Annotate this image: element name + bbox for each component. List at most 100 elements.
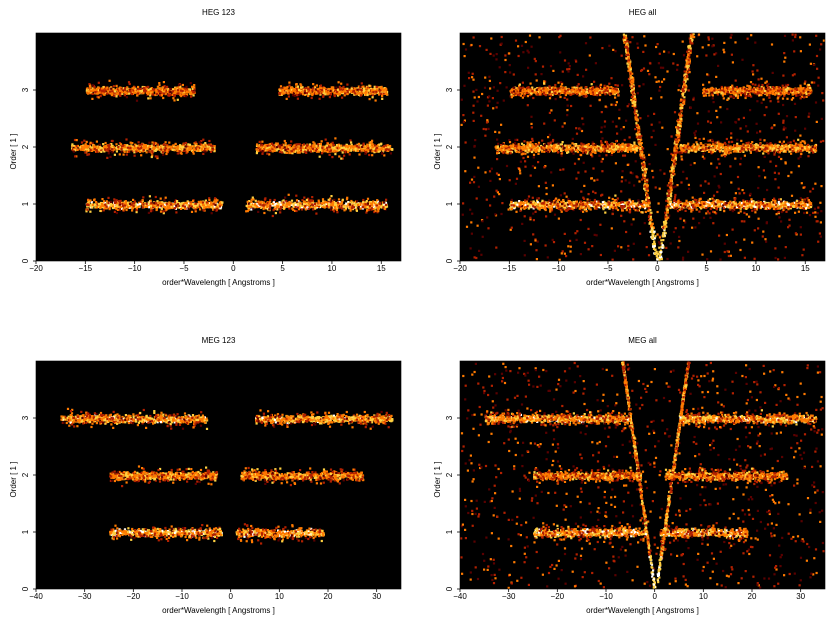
heat-cell	[101, 203, 104, 206]
heat-cell	[484, 171, 487, 174]
heat-cell	[88, 91, 91, 94]
heat-cell	[496, 89, 499, 92]
heat-cell	[108, 206, 111, 209]
heat-cell	[375, 204, 378, 207]
heat-cell	[370, 90, 373, 93]
heat-cell	[177, 152, 180, 155]
heat-cell	[165, 208, 168, 211]
heat-cell	[90, 149, 94, 152]
heat-cell	[364, 93, 367, 96]
heat-cell	[324, 148, 327, 151]
heat-cell	[138, 89, 141, 92]
heat-cell	[104, 86, 107, 89]
heat-cell	[106, 156, 109, 159]
heat-cell	[566, 114, 569, 117]
heat-cell	[566, 104, 569, 107]
heat-cell	[495, 189, 498, 192]
heat-cell	[341, 92, 344, 95]
heat-cell	[199, 149, 202, 152]
heat-cell	[335, 208, 338, 211]
heat-cell	[82, 144, 85, 147]
heat-cell	[788, 218, 791, 221]
heat-cell	[143, 89, 146, 92]
heat-cell	[309, 144, 312, 147]
heat-cell	[110, 93, 113, 96]
heat-cell	[359, 207, 362, 210]
heat-cell	[817, 84, 820, 87]
heat-cell	[164, 87, 167, 90]
heat-cell	[366, 93, 369, 97]
heat-cell	[276, 142, 279, 145]
heat-cell	[471, 76, 474, 79]
heat-cell	[196, 147, 200, 150]
heat-cell	[165, 148, 168, 151]
heat-cell	[133, 145, 136, 148]
heat-cell	[362, 148, 365, 152]
heat-cell	[184, 201, 187, 205]
heat-cell	[498, 131, 501, 134]
heat-cell	[288, 151, 291, 155]
heat-cell	[95, 149, 98, 152]
heat-cell	[118, 93, 121, 96]
heat-cell	[177, 147, 181, 150]
heat-cell	[195, 142, 198, 145]
heat-cell	[159, 206, 162, 209]
heat-cell	[357, 146, 360, 149]
heat-cell	[384, 91, 387, 94]
heat-cell	[285, 86, 288, 89]
heat-cell	[381, 204, 384, 207]
heat-cell	[645, 246, 648, 249]
heat-cell	[100, 150, 103, 153]
heat-cell	[91, 203, 94, 206]
heat-cell	[98, 88, 102, 91]
heat-cell	[173, 99, 176, 102]
heat-cell	[330, 208, 333, 211]
heat-cell	[462, 114, 465, 117]
heat-cell	[256, 143, 259, 146]
heat-cell	[313, 202, 316, 206]
heat-cell	[133, 146, 137, 149]
heat-cell	[307, 207, 310, 210]
heat-cell	[496, 101, 499, 104]
heat-cell	[86, 146, 89, 149]
heat-cell	[296, 91, 300, 94]
heat-cell	[181, 87, 184, 90]
heat-cell	[113, 90, 117, 93]
heat-cell	[566, 68, 569, 71]
heat-cell	[143, 205, 146, 208]
heat-cell	[301, 147, 304, 150]
heat-cell	[266, 148, 269, 151]
heat-cell	[136, 203, 139, 206]
heat-cell	[473, 156, 476, 159]
heat-cell	[367, 208, 370, 212]
heat-cell	[131, 209, 134, 212]
heat-cell	[147, 146, 150, 149]
heat-cell	[346, 83, 349, 86]
heat-cell	[146, 86, 149, 89]
heat-cell	[119, 199, 122, 202]
heat-cell	[218, 203, 221, 206]
heat-cell	[519, 172, 522, 175]
heat-cell	[294, 203, 297, 206]
heat-cell	[197, 145, 200, 148]
heat-cell	[319, 146, 322, 149]
heat-cell	[323, 90, 326, 93]
heat-cell	[254, 199, 257, 202]
heat-cell	[163, 149, 166, 152]
heat-cell	[112, 145, 115, 149]
heat-cell	[202, 209, 205, 212]
heat-cell	[632, 242, 635, 245]
heat-cell	[341, 88, 344, 91]
heat-cell	[582, 161, 585, 164]
heat-cell	[184, 90, 187, 94]
heat-cell	[330, 86, 333, 89]
heat-cell	[163, 203, 166, 206]
heat-cell	[822, 99, 825, 102]
heat-cell	[387, 149, 390, 152]
heat-cell	[214, 201, 217, 204]
heat-cell	[213, 208, 216, 211]
heat-cell	[161, 148, 164, 151]
heat-cell	[372, 200, 375, 203]
heat-cell	[149, 148, 152, 151]
heat-cell	[297, 202, 300, 205]
